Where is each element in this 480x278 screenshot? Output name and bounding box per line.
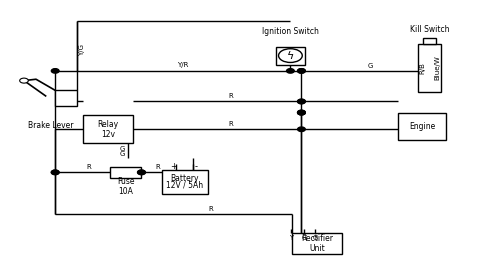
Text: G: G	[368, 63, 373, 69]
Text: R: R	[228, 93, 233, 100]
Text: G: G	[120, 151, 125, 157]
Circle shape	[298, 69, 305, 73]
Circle shape	[298, 99, 305, 104]
Circle shape	[51, 170, 59, 175]
Text: 12V / 5Ah: 12V / 5Ah	[166, 181, 204, 190]
Circle shape	[298, 99, 305, 104]
Text: R: R	[209, 206, 214, 212]
Text: Brake Lever: Brake Lever	[28, 121, 73, 130]
Bar	[162, 170, 207, 194]
Text: R: R	[228, 121, 233, 127]
Text: Blue/W: Blue/W	[434, 56, 440, 81]
Circle shape	[138, 170, 145, 175]
Text: R/B: R/B	[419, 62, 425, 74]
Text: ϟ: ϟ	[287, 51, 294, 61]
Circle shape	[298, 127, 305, 131]
Bar	[276, 47, 305, 65]
Bar	[398, 113, 446, 140]
Bar	[418, 44, 441, 92]
Circle shape	[137, 170, 145, 175]
Text: R: R	[155, 164, 160, 170]
Circle shape	[287, 69, 294, 73]
Text: Y/R: Y/R	[177, 62, 188, 68]
Circle shape	[298, 69, 305, 73]
Text: G: G	[301, 235, 307, 241]
Text: Engine: Engine	[409, 122, 435, 131]
Text: R: R	[86, 164, 91, 170]
Circle shape	[51, 170, 59, 175]
Text: -: -	[194, 162, 197, 172]
Text: Rectifier
Unit: Rectifier Unit	[301, 234, 333, 253]
Bar	[83, 115, 133, 143]
Bar	[292, 233, 342, 254]
Text: Kill Switch: Kill Switch	[410, 25, 449, 34]
Bar	[55, 90, 77, 106]
Text: Fuse
10A: Fuse 10A	[117, 177, 134, 196]
Text: +: +	[170, 162, 177, 172]
Text: Battery: Battery	[170, 174, 199, 183]
Text: Relay
12v: Relay 12v	[97, 120, 119, 139]
Circle shape	[298, 110, 305, 115]
Bar	[423, 38, 436, 44]
Text: G: G	[120, 146, 125, 152]
Bar	[110, 167, 142, 178]
Circle shape	[298, 110, 305, 115]
Circle shape	[298, 110, 305, 115]
Circle shape	[278, 49, 302, 63]
Circle shape	[20, 78, 28, 83]
Text: Y/G: Y/G	[79, 44, 84, 56]
Circle shape	[51, 69, 59, 73]
Text: G: G	[312, 235, 318, 241]
Text: Y: Y	[289, 235, 293, 241]
Text: Ignition Switch: Ignition Switch	[262, 28, 319, 36]
